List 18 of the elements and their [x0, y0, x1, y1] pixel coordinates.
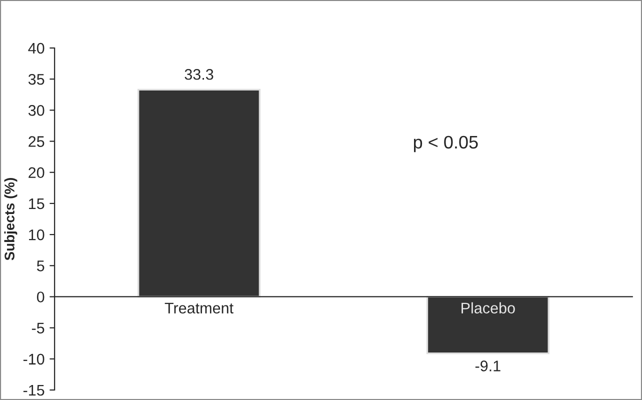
y-tick-label: -15: [23, 385, 44, 396]
y-tick-label: 20: [28, 167, 44, 178]
y-tick-label: 25: [28, 136, 44, 147]
y-tick-label: 15: [29, 198, 44, 210]
y-tick-label: 5: [36, 260, 44, 272]
y-axis-title: Subjects (%): [4, 178, 18, 260]
y-tick-label: 30: [28, 105, 44, 116]
y-tick-label: 0: [36, 292, 44, 302]
y-tick-label: 35: [28, 74, 44, 85]
x-tick-label: Treatment: [164, 302, 234, 314]
data-label: -9.1: [475, 360, 500, 372]
y-tick-label: 10: [29, 229, 44, 240]
y-tick-label: 40: [28, 42, 44, 54]
x-tick-label: Placebo: [462, 302, 515, 314]
data-label: 33.3: [184, 68, 214, 80]
y-tick-label: -5: [32, 322, 44, 334]
y-tick-label: -10: [23, 354, 44, 365]
annotation: p < 0.05: [414, 136, 478, 152]
